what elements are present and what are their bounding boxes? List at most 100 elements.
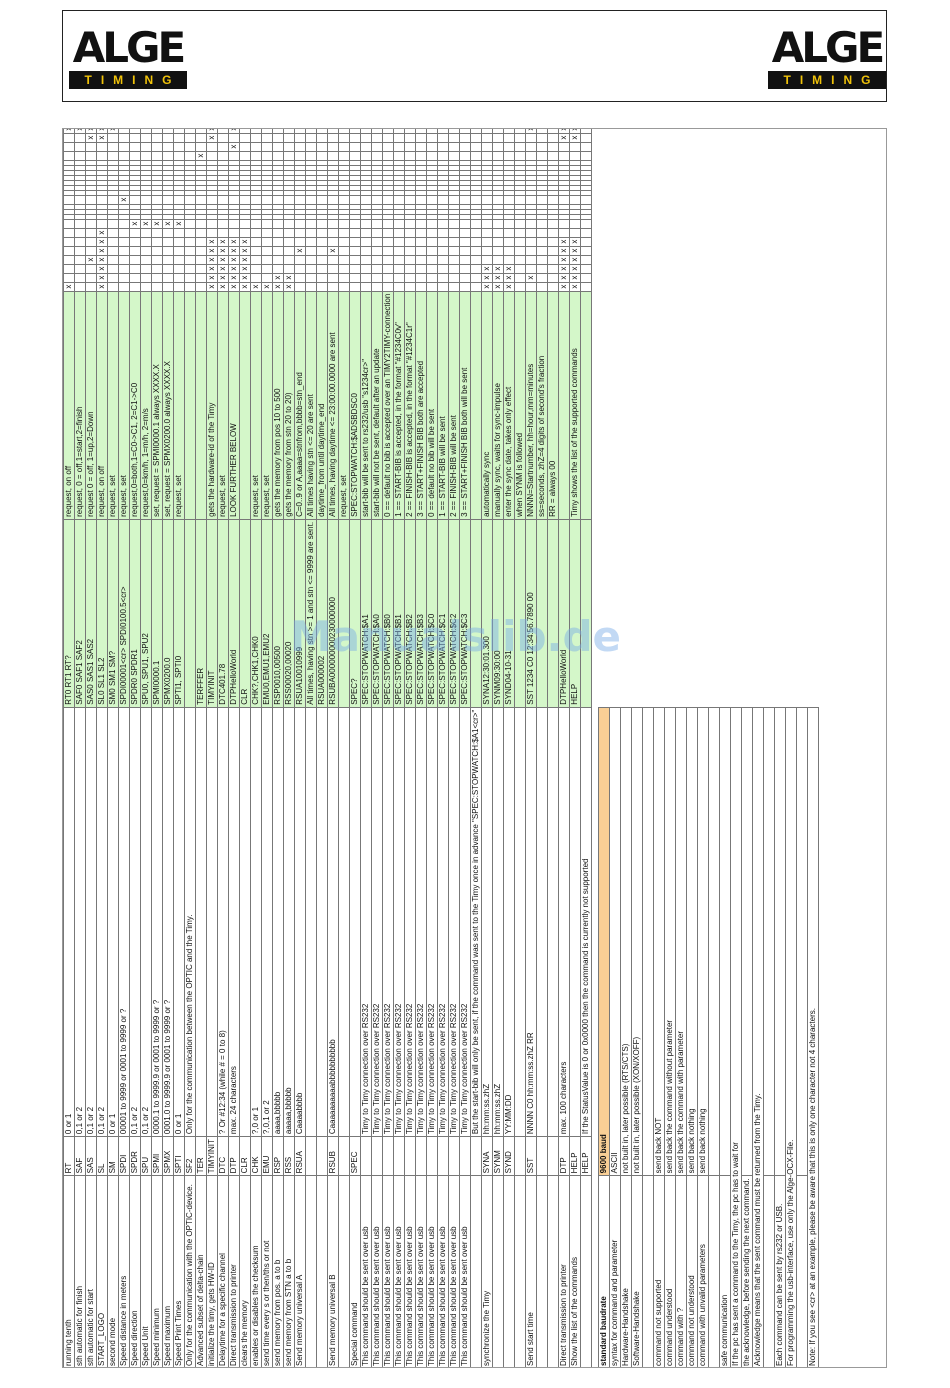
flag-cell (151, 282, 163, 292)
flag-cell: x (558, 273, 570, 283)
flag-cell: x (129, 219, 141, 229)
table-row: Speed maximum SPMX 0001.0 to 9999.9 or 000… (162, 129, 174, 1367)
flag-cell (107, 273, 119, 283)
cell-note: LOOK FURTHER BELOW (228, 291, 240, 520)
flag-cell (129, 195, 141, 205)
flag-cell (250, 237, 262, 247)
flag-cell (393, 160, 405, 166)
cell-cmd (382, 1136, 394, 1176)
footer-row: Each command can be sent by rs232 or USB… (774, 129, 786, 1367)
flag-cell (514, 209, 526, 215)
table-row: SYNM hh:mm:ss.zhZ SYNM09:30:00 manually syn… (492, 129, 504, 1367)
flag-cell (228, 175, 240, 181)
flag-cell (580, 190, 592, 196)
flag-cell (459, 133, 471, 143)
flag-cell (492, 195, 504, 205)
flag-cell (217, 133, 229, 143)
flag-cell (569, 160, 581, 166)
spacer-row (592, 129, 599, 1367)
flag-cell (349, 282, 361, 292)
flag-cell (459, 151, 471, 161)
flag-cell (393, 282, 405, 292)
flag-cell (437, 237, 449, 247)
cell-desc (503, 1175, 515, 1367)
footer-label: command with ? (675, 1175, 687, 1367)
cell-cmd: TER (195, 1136, 207, 1176)
flag-cell (338, 180, 350, 186)
flag-cell (140, 160, 152, 166)
flag-cell (547, 264, 559, 274)
flag-cell (349, 246, 361, 256)
flag-cell (393, 151, 405, 161)
flag-cell (448, 151, 460, 161)
flag-cell: x (217, 246, 229, 256)
flag-cell (536, 129, 548, 134)
footer-row: standard baudrate 9600 baud (598, 129, 610, 1367)
flag-cell (426, 264, 438, 274)
flag-cell (316, 273, 328, 283)
flag-cell (327, 175, 339, 181)
flag-cell (85, 175, 97, 181)
cell-param: But the start-bib will only be sent, if … (470, 707, 482, 1137)
flag-cell (316, 170, 328, 176)
cell-desc: Advanced subset of delta-chain (195, 1175, 207, 1367)
flag-cell (85, 273, 97, 283)
footer-row: If the pc has sent a command to the Timy… (730, 129, 742, 1367)
cell-cmd: HELP (569, 1136, 581, 1176)
cell-cmd: DTC (217, 1136, 229, 1176)
flag-cell (481, 129, 493, 134)
cell-note: enter the sync date, takes only effect (503, 291, 515, 520)
flag-cell (118, 133, 130, 143)
flag-cell (118, 142, 130, 152)
flag-cell (349, 255, 361, 265)
flag-cell (228, 228, 240, 238)
flag-cell (96, 180, 108, 186)
flag-cell: x (569, 246, 581, 256)
flag-cell (140, 190, 152, 196)
flag-cell (470, 246, 482, 256)
flag-cell (184, 170, 196, 176)
flag-cell (184, 228, 196, 238)
flag-cell (272, 237, 284, 247)
cell-param: Timy to Timy connection over RS232 (459, 707, 471, 1137)
flag-cell: x (228, 246, 240, 256)
flag-cell (371, 165, 383, 171)
flag-cell (162, 246, 174, 256)
flag-cell (250, 133, 262, 143)
cell-cmd: TIMYINIT (206, 1136, 218, 1176)
flag-cell (415, 255, 427, 265)
flag-cell (195, 142, 207, 152)
table-row: Send start time SST NNNN C0 hh:mm:ss.zhZ R… (525, 129, 537, 1367)
flag-cell (206, 228, 218, 238)
flag-cell (118, 228, 130, 238)
flag-cell (107, 160, 119, 166)
flag-cell (294, 214, 306, 220)
flag-cell (437, 246, 449, 256)
flag-cell (448, 142, 460, 152)
flag-cell: x (217, 264, 229, 274)
flag-cell (349, 133, 361, 143)
flag-cell (360, 190, 372, 196)
flag-cell: x (228, 273, 240, 283)
flag-cell (118, 246, 130, 256)
flag-cell (316, 190, 328, 196)
cell-param (206, 707, 218, 1137)
flag-cell (294, 165, 306, 171)
flag-cell (349, 204, 361, 210)
flag-cell (327, 180, 339, 186)
flag-cell (305, 165, 317, 171)
flag-cell (415, 246, 427, 256)
flag-cell: x (239, 237, 251, 247)
flag-cell (294, 195, 306, 205)
flag-cell (294, 204, 306, 210)
flag-cell (129, 133, 141, 143)
flag-cell (525, 264, 537, 274)
flag-cell (162, 255, 174, 265)
flag-cell (129, 170, 141, 176)
flag-cell (63, 160, 75, 166)
cell-ex: SM0 SM1 SM? (107, 519, 119, 708)
flag-cell (360, 214, 372, 220)
flag-cell (129, 282, 141, 292)
flag-cell (283, 228, 295, 238)
flag-cell (558, 190, 570, 196)
